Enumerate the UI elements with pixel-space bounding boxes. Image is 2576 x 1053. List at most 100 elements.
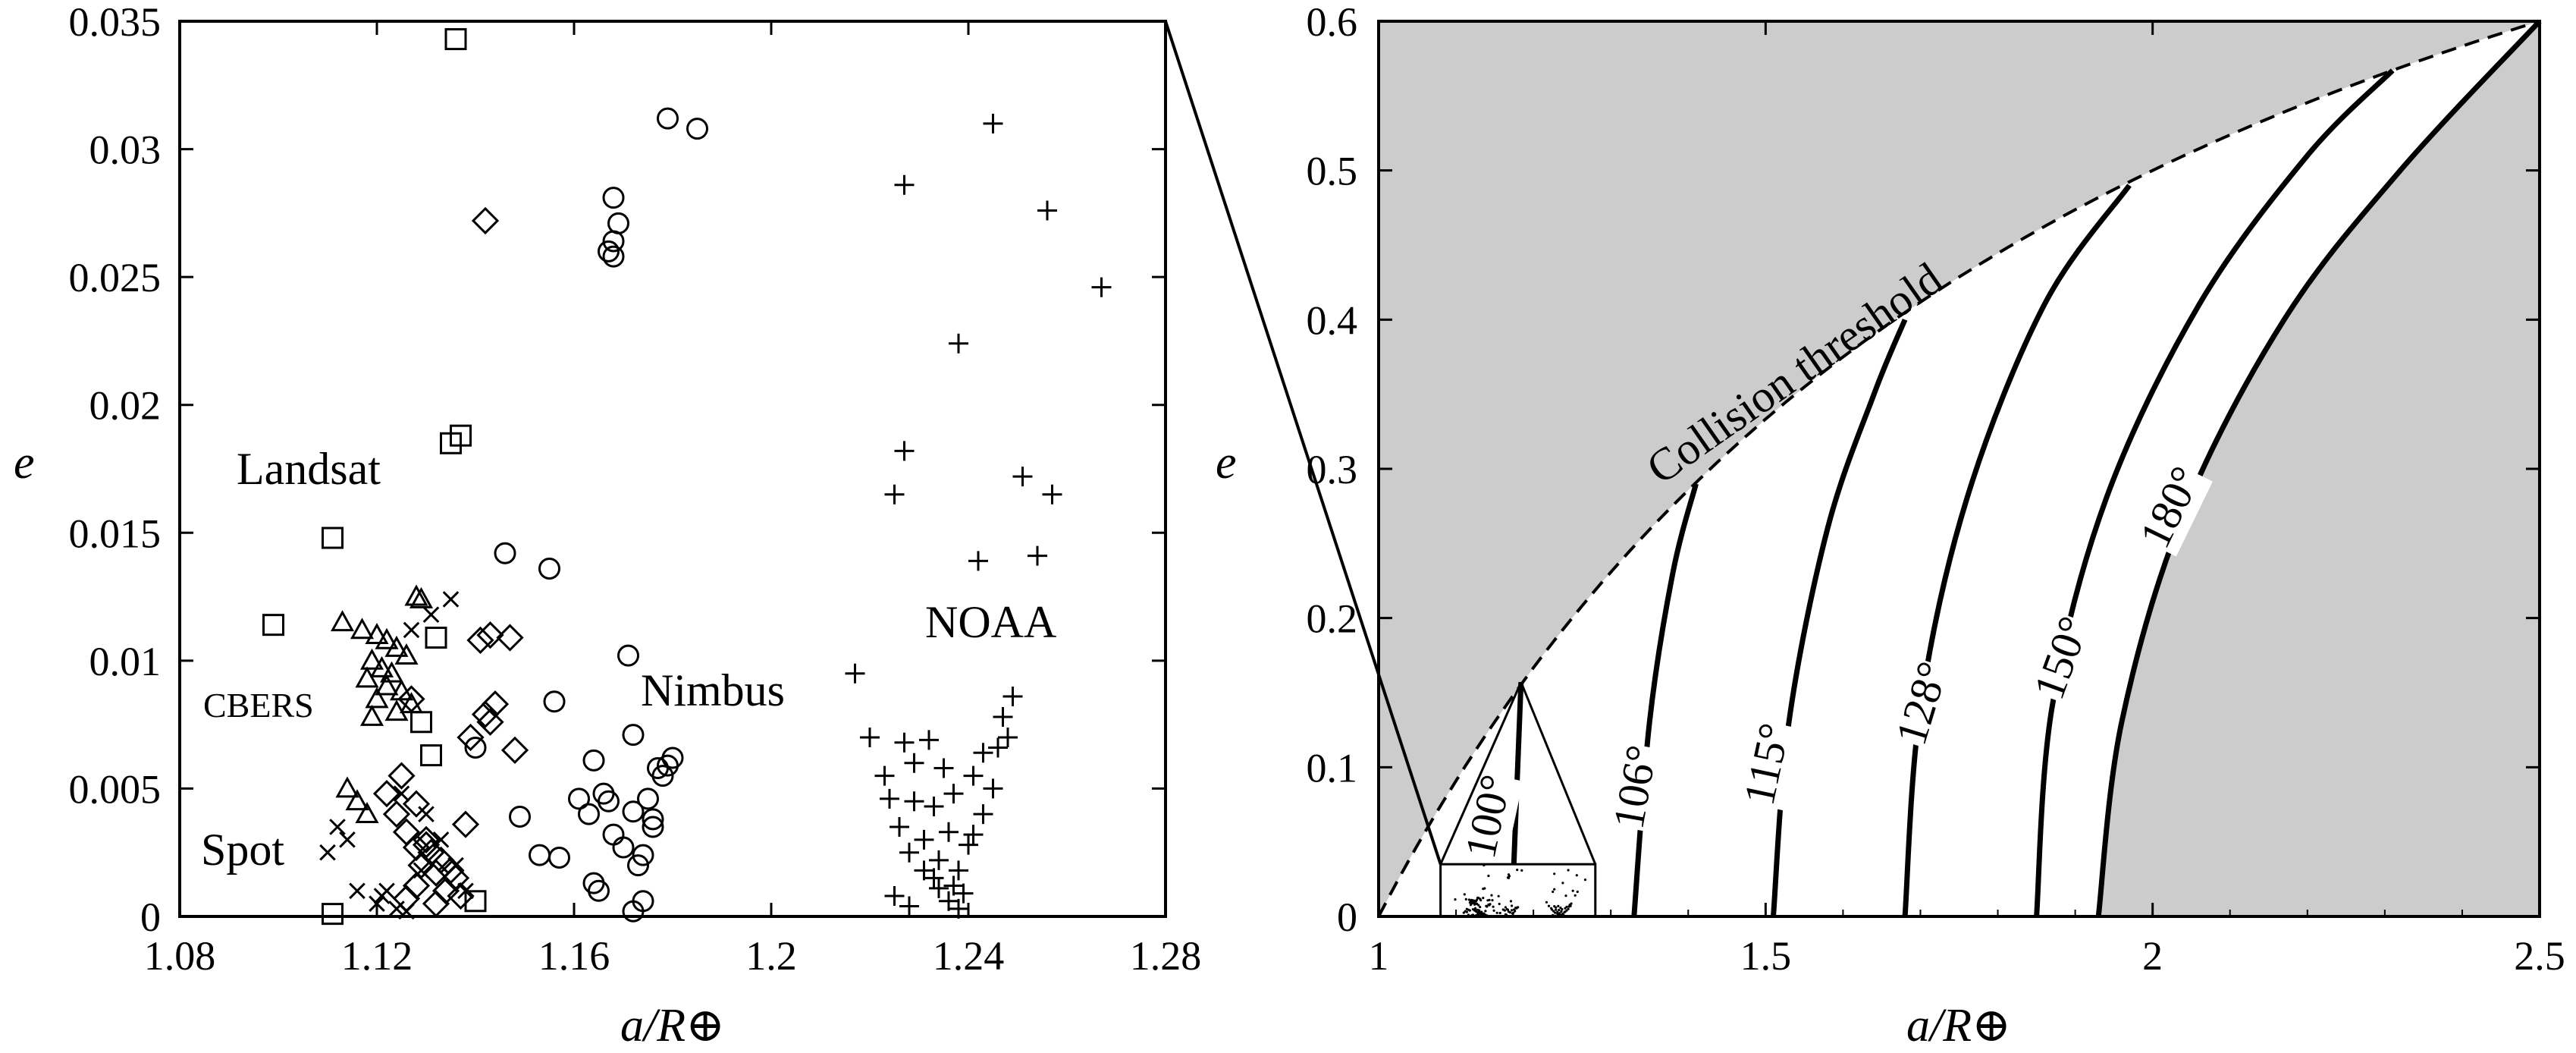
inset-point [1564, 894, 1567, 897]
square-marker [425, 627, 447, 649]
inset-point [1482, 897, 1485, 900]
triangle-marker [369, 655, 394, 677]
triangle-marker [394, 643, 419, 665]
inset-point [1473, 903, 1476, 906]
right-y-tick-label: 0.2 [1307, 596, 1358, 642]
inset-point [1497, 894, 1500, 897]
inset-point [1511, 912, 1514, 915]
inset-point [1462, 911, 1465, 914]
left-scatter-panel: 1.08 1.12 1.16 1.2 1.24 1.28 0 0.005 0.01 0.015 0.… [14, 0, 1201, 1051]
square-marker [440, 432, 462, 454]
inset-point [1515, 907, 1518, 910]
triangle-marker [375, 674, 399, 696]
inset-point [1486, 899, 1489, 902]
plus-marker [860, 728, 880, 747]
inset-point [1561, 908, 1564, 911]
inset-point [1545, 901, 1548, 904]
circle-marker [627, 854, 649, 877]
circle-marker [642, 816, 664, 838]
square-marker [444, 28, 467, 51]
inset-point [1552, 890, 1555, 894]
curve-label-background [1459, 771, 1523, 863]
triangle-marker [350, 618, 375, 640]
circle-marker [509, 806, 531, 828]
circle-marker [622, 800, 645, 823]
triangle-marker [330, 610, 355, 632]
left-y-tick-label: 0.015 [69, 511, 162, 556]
plus-marker [993, 707, 1013, 728]
circle-marker [612, 836, 635, 859]
plus-marker [1012, 467, 1033, 487]
left-x-tick-label: 1.2 [745, 933, 797, 979]
circle-marker [578, 803, 600, 825]
curve-label-group: 128° [1886, 656, 1960, 751]
diamond-marker [451, 810, 480, 838]
plus-marker [933, 758, 954, 778]
curve-label-background [1738, 718, 1802, 811]
inset-point [1576, 890, 1579, 894]
plus-marker [924, 797, 944, 817]
label-cbers: CBERS [203, 686, 314, 725]
left-y-tick-label: 0.005 [69, 766, 162, 812]
plus-marker [890, 817, 909, 837]
triangle-marker [359, 704, 384, 726]
circle-marker [622, 724, 645, 747]
zoom-connector-lines [1164, 20, 1597, 865]
right-y-tick-label: 0 [1337, 894, 1357, 940]
plus-marker [973, 804, 993, 825]
collision-threshold-curve [1377, 20, 2540, 917]
diamond-marker [402, 790, 431, 818]
inset-point [1492, 909, 1495, 912]
inset-point [1474, 907, 1477, 910]
plus-marker [963, 825, 984, 845]
plus-marker [983, 778, 1003, 799]
triangle-marker [379, 661, 404, 683]
inset-point [1556, 912, 1559, 916]
left-y-tick-label: 0.03 [89, 127, 162, 173]
circle-marker [582, 749, 605, 772]
inset-point [1487, 874, 1490, 878]
inclination-curve [1771, 318, 1908, 917]
left-y-axis-label: e [14, 437, 35, 489]
inset-point [1547, 904, 1551, 907]
plus-marker [884, 484, 905, 504]
diamond-marker [496, 624, 524, 652]
plus-marker [914, 860, 934, 881]
left-x-axis-label: a/R⊕ [620, 1000, 725, 1051]
right-y-axis-label: e [1216, 437, 1237, 489]
inset-point [1520, 869, 1523, 872]
inset-point [1560, 910, 1563, 913]
right-line-panel: 1 1.5 2 2.500.10.20.30.40.50.6 a/R⊕ e Colli… [1216, 0, 2565, 1051]
circle-marker [588, 879, 610, 902]
diamond-marker [431, 877, 460, 905]
triangle-marker [404, 584, 428, 606]
circle-marker [538, 557, 560, 580]
square-marker [420, 744, 442, 767]
inset-point [1508, 911, 1512, 914]
triangle-marker [355, 802, 379, 824]
circle-marker [548, 846, 570, 869]
triangle-marker [375, 627, 399, 649]
right-y-tick-label: 0.5 [1307, 149, 1358, 194]
plus-marker [894, 174, 915, 195]
left-y-tick-label: 0.02 [89, 383, 162, 429]
circle-marker [602, 245, 625, 268]
diamond-marker [382, 800, 411, 828]
right-y-tick-label: 0.6 [1307, 0, 1358, 45]
plus-marker [959, 835, 978, 855]
right-y-tick-label: 0.3 [1307, 447, 1358, 492]
inset-point [1503, 909, 1506, 912]
plus-marker [929, 850, 949, 870]
connector-line-right [1520, 681, 1597, 865]
circle-marker [568, 787, 590, 810]
inset-point [1509, 900, 1513, 903]
circle-marker [637, 787, 659, 810]
left-x-tick-label: 1.28 [1130, 933, 1202, 979]
inset-point [1498, 911, 1501, 915]
inset-point [1479, 906, 1482, 909]
triangle-marker [359, 648, 384, 670]
plus-marker [1042, 484, 1062, 504]
diamond-marker [372, 780, 401, 808]
inset-point [1482, 912, 1485, 916]
left-y-tick-label: 0 [140, 894, 161, 940]
